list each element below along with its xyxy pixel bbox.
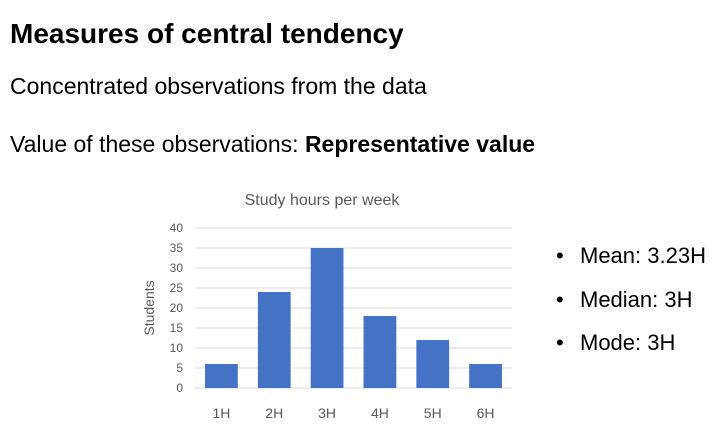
y-tick-label: 10 [170, 341, 184, 355]
x-tick-label: 6H [477, 405, 495, 421]
bar-3H [310, 248, 344, 388]
median-item: • Median: 3H [556, 278, 706, 322]
bar-2H [257, 292, 291, 388]
representative-value-term: Representative value [304, 131, 536, 157]
x-tick-label: 2H [265, 405, 283, 421]
mode-text: Mode: 3H [580, 330, 676, 355]
chart-svg: Study hours per week 0 5 10 15 20 25 30 35 40 1H… [141, 192, 512, 421]
y-axis-label: Students [141, 280, 157, 335]
intro-text: Concentrated observations from the data [10, 73, 427, 99]
y-tick-label: 5 [176, 361, 183, 375]
x-tick-label: 3H [318, 405, 336, 421]
y-axis-ticks: 0 5 10 15 20 25 30 35 40 [170, 221, 184, 395]
mean-text: Mean: 3.23H [580, 243, 706, 268]
bullet-icon: • [556, 243, 564, 268]
y-tick-label: 25 [170, 281, 184, 295]
mean-item: • Mean: 3.23H [556, 234, 706, 278]
y-tick-label: 40 [170, 221, 184, 235]
mode-item: • Mode: 3H [556, 321, 706, 365]
bar-6H [469, 364, 502, 388]
chart-title: Study hours per week [245, 192, 401, 209]
y-tick-label: 20 [170, 301, 184, 315]
x-axis-ticks: 1H 2H 3H 4H 5H 6H [212, 405, 494, 421]
bullet-icon: • [556, 330, 564, 355]
bullet-icon: • [556, 286, 564, 312]
median-text: Median: 3H [580, 286, 693, 312]
gridlines [195, 227, 512, 389]
y-tick-label: 15 [170, 321, 184, 335]
summary-list: • Mean: 3.23H • Median: 3H • Mode: 3H [556, 234, 706, 365]
y-tick-label: 35 [170, 241, 184, 255]
study-hours-chart: Study hours per week 0 5 10 15 20 25 30 35 40 1H… [130, 182, 530, 422]
slide-title: Measures of central tendency [10, 18, 404, 49]
bar-5H [416, 340, 450, 388]
x-tick-label: 4H [371, 405, 389, 421]
bar-4H [363, 316, 397, 388]
bar-1H [205, 364, 238, 388]
x-tick-label: 1H [212, 405, 230, 421]
representative-value-prefix: Value of these observations: [10, 131, 305, 157]
representative-value-text: Value of these observations: Representat… [10, 131, 535, 158]
bars [205, 248, 502, 388]
x-tick-label: 5H [424, 405, 442, 421]
y-tick-label: 30 [170, 261, 184, 275]
y-tick-label: 0 [176, 381, 183, 395]
